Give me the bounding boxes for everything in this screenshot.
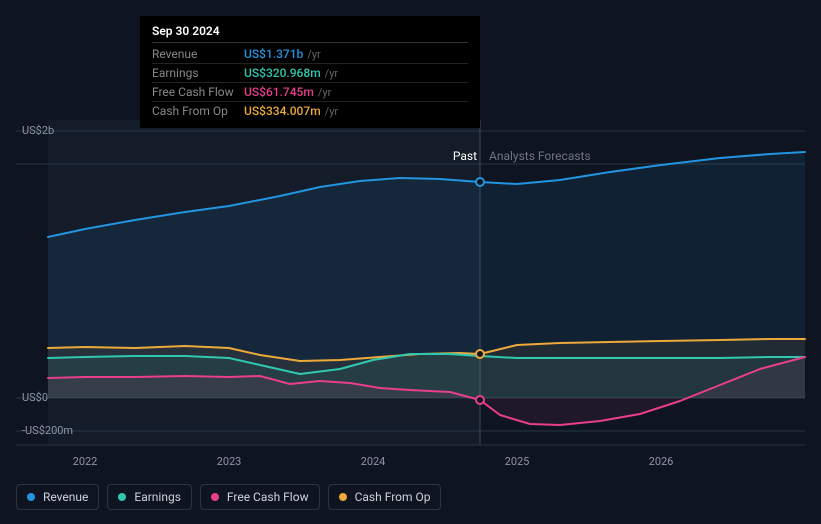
chart-marker: [475, 177, 485, 187]
legend-item-label: Cash From Op: [355, 490, 431, 504]
x-axis-label: 2023: [217, 455, 242, 468]
legend-item-label: Free Cash Flow: [227, 490, 309, 504]
tooltip-row-label: Cash From Op: [152, 104, 244, 118]
tooltip-row: Free Cash FlowUS$61.745m/yr: [152, 83, 468, 102]
tooltip-row: Cash From OpUS$334.007m/yr: [152, 102, 468, 120]
y-axis-label: US$2b: [22, 124, 54, 137]
section-label-forecast: Analysts Forecasts: [489, 149, 591, 163]
legend-item-earnings[interactable]: Earnings: [107, 484, 192, 510]
legend-item-revenue[interactable]: Revenue: [16, 484, 99, 510]
legend-item-cash-from-op[interactable]: Cash From Op: [328, 484, 442, 510]
tooltip-row: EarningsUS$320.968m/yr: [152, 64, 468, 83]
legend-item-free-cash-flow[interactable]: Free Cash Flow: [200, 484, 320, 510]
tooltip-row-unit: /yr: [325, 105, 338, 118]
tooltip-row-unit: /yr: [318, 86, 331, 99]
tooltip-row-unit: /yr: [325, 67, 338, 80]
x-axis-label: 2026: [649, 455, 674, 468]
section-label-past: Past: [453, 149, 477, 163]
x-axis-label: 2022: [73, 455, 98, 468]
chart-legend: Revenue Earnings Free Cash Flow Cash From O…: [16, 484, 441, 510]
tooltip-row-value: US$334.007m: [244, 104, 321, 118]
tooltip-row-label: Free Cash Flow: [152, 85, 244, 99]
chart-marker: [475, 349, 485, 359]
tooltip-row: RevenueUS$1.371b/yr: [152, 45, 468, 64]
legend-dot-icon: [27, 493, 35, 501]
x-axis-label: 2024: [361, 455, 386, 468]
tooltip-row-unit: /yr: [307, 48, 320, 61]
y-axis-label: -US$200m: [22, 424, 73, 437]
legend-item-label: Revenue: [43, 490, 88, 504]
y-axis-label: US$0: [22, 391, 48, 404]
legend-item-label: Earnings: [134, 490, 181, 504]
legend-dot-icon: [118, 493, 126, 501]
chart-tooltip: Sep 30 2024 RevenueUS$1.371b/yrEarningsU…: [140, 16, 480, 128]
tooltip-row-label: Revenue: [152, 47, 244, 61]
x-axis-label: 2025: [505, 455, 530, 468]
legend-dot-icon: [339, 493, 347, 501]
tooltip-row-value: US$61.745m: [244, 85, 314, 99]
chart-marker: [475, 395, 485, 405]
tooltip-row-value: US$320.968m: [244, 66, 321, 80]
tooltip-date: Sep 30 2024: [152, 24, 468, 43]
legend-dot-icon: [211, 493, 219, 501]
tooltip-row-value: US$1.371b: [244, 47, 303, 61]
tooltip-row-label: Earnings: [152, 66, 244, 80]
earnings-revenue-chart: Sep 30 2024 RevenueUS$1.371b/yrEarningsU…: [0, 0, 821, 524]
